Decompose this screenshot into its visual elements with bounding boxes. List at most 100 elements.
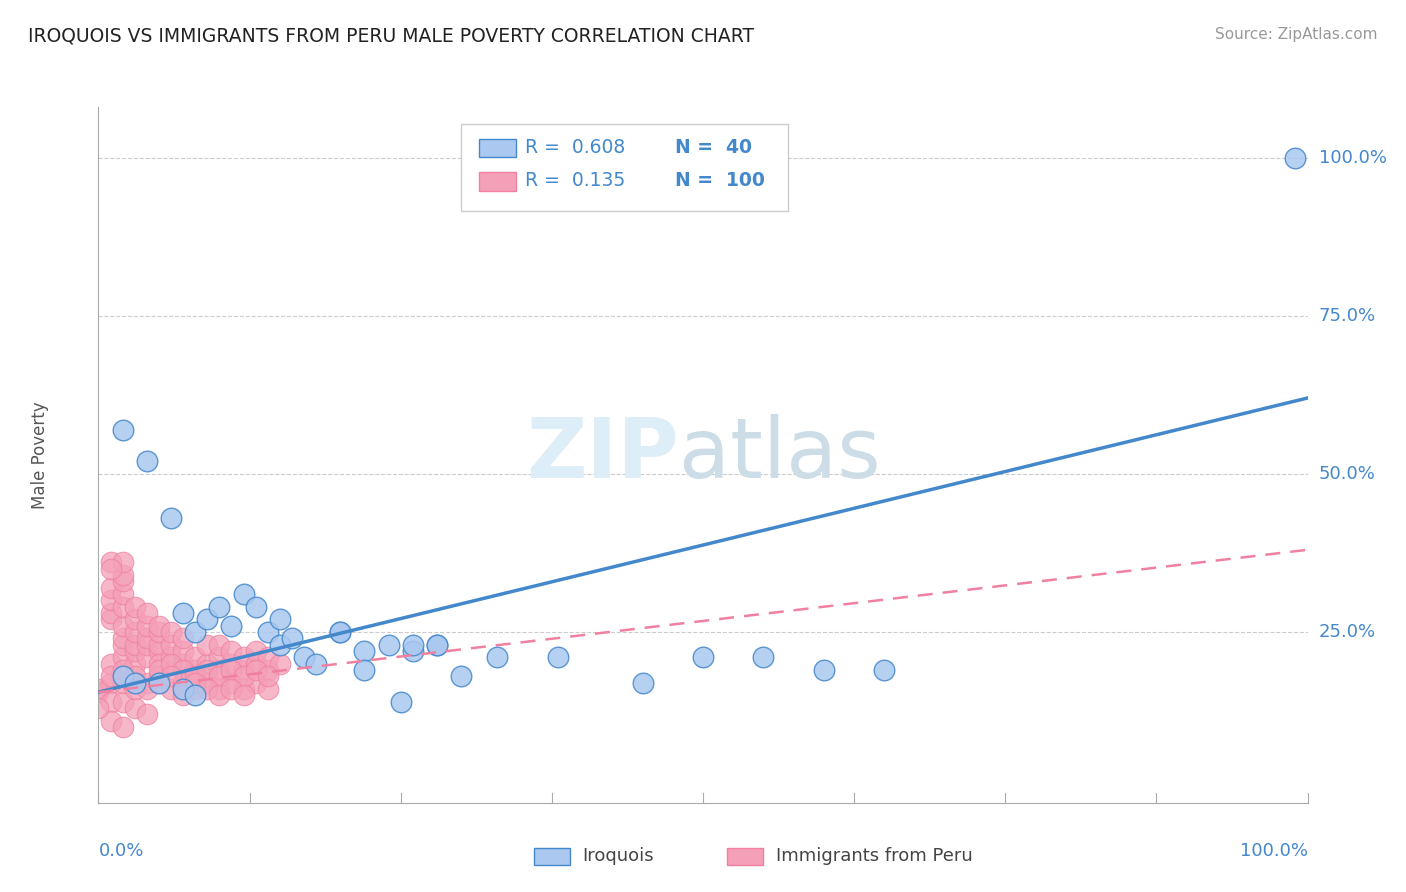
Point — [245, 663, 267, 677]
Point — [269, 657, 291, 671]
Point — [111, 695, 134, 709]
Point — [232, 669, 254, 683]
Point — [184, 663, 207, 677]
Point — [100, 562, 122, 576]
Point — [135, 618, 157, 632]
Point — [148, 663, 170, 677]
FancyBboxPatch shape — [479, 139, 516, 157]
Point — [195, 681, 218, 696]
Text: Immigrants from Peru: Immigrants from Peru — [776, 847, 973, 865]
Point — [148, 675, 170, 690]
Text: 75.0%: 75.0% — [1319, 307, 1376, 325]
Point — [124, 657, 146, 671]
Point — [100, 581, 122, 595]
Point — [111, 587, 134, 601]
Point — [111, 574, 134, 589]
Point — [208, 650, 231, 665]
Point — [148, 669, 170, 683]
Point — [160, 681, 183, 696]
Point — [329, 625, 352, 640]
Point — [208, 681, 231, 696]
Point — [195, 657, 218, 671]
Point — [111, 599, 134, 614]
Point — [256, 681, 278, 696]
Point — [100, 714, 122, 728]
Point — [160, 638, 183, 652]
Point — [195, 612, 218, 626]
Point — [232, 587, 254, 601]
Point — [221, 618, 243, 632]
FancyBboxPatch shape — [534, 848, 569, 865]
Point — [172, 632, 194, 646]
Point — [148, 644, 170, 658]
Point — [184, 650, 207, 665]
Point — [184, 675, 207, 690]
Point — [135, 606, 157, 620]
Point — [100, 675, 122, 690]
Point — [377, 638, 399, 652]
Point — [172, 644, 194, 658]
Text: Iroquois: Iroquois — [582, 847, 654, 865]
Point — [402, 644, 425, 658]
Point — [752, 650, 775, 665]
Point — [245, 599, 267, 614]
Point — [135, 681, 157, 696]
Point — [111, 675, 134, 690]
Point — [148, 618, 170, 632]
Text: 25.0%: 25.0% — [1319, 623, 1376, 641]
Point — [172, 663, 194, 677]
Point — [111, 669, 134, 683]
Point — [124, 669, 146, 683]
Point — [111, 556, 134, 570]
Point — [172, 675, 194, 690]
Point — [124, 675, 146, 690]
Text: R =  0.608: R = 0.608 — [526, 138, 626, 157]
Point — [256, 650, 278, 665]
Point — [426, 638, 449, 652]
Point — [111, 568, 134, 582]
Point — [100, 669, 122, 683]
Point — [148, 675, 170, 690]
Point — [135, 675, 157, 690]
Point — [184, 688, 207, 702]
Point — [281, 632, 304, 646]
Point — [124, 644, 146, 658]
Point — [245, 675, 267, 690]
Point — [172, 606, 194, 620]
Point — [124, 625, 146, 640]
Text: Male Poverty: Male Poverty — [31, 401, 49, 508]
Point — [100, 612, 122, 626]
Point — [208, 688, 231, 702]
Point — [148, 657, 170, 671]
Point — [353, 663, 375, 677]
Point — [269, 638, 291, 652]
Point — [87, 681, 110, 696]
Point — [486, 650, 509, 665]
Point — [195, 638, 218, 652]
Point — [100, 556, 122, 570]
Point — [232, 688, 254, 702]
Point — [305, 657, 328, 671]
Point — [124, 599, 146, 614]
Point — [256, 669, 278, 683]
Point — [184, 625, 207, 640]
Text: atlas: atlas — [679, 415, 880, 495]
Point — [124, 701, 146, 715]
Point — [100, 606, 122, 620]
Point — [208, 663, 231, 677]
Point — [873, 663, 896, 677]
Text: N =  40: N = 40 — [675, 138, 752, 157]
Point — [184, 669, 207, 683]
Text: N =  100: N = 100 — [675, 171, 765, 190]
Point — [221, 657, 243, 671]
FancyBboxPatch shape — [727, 848, 763, 865]
Point — [292, 650, 315, 665]
Point — [100, 593, 122, 607]
FancyBboxPatch shape — [461, 124, 787, 211]
Point — [172, 681, 194, 696]
Point — [100, 695, 122, 709]
Point — [256, 663, 278, 677]
Text: 100.0%: 100.0% — [1319, 149, 1386, 167]
Point — [221, 681, 243, 696]
Point — [160, 511, 183, 525]
